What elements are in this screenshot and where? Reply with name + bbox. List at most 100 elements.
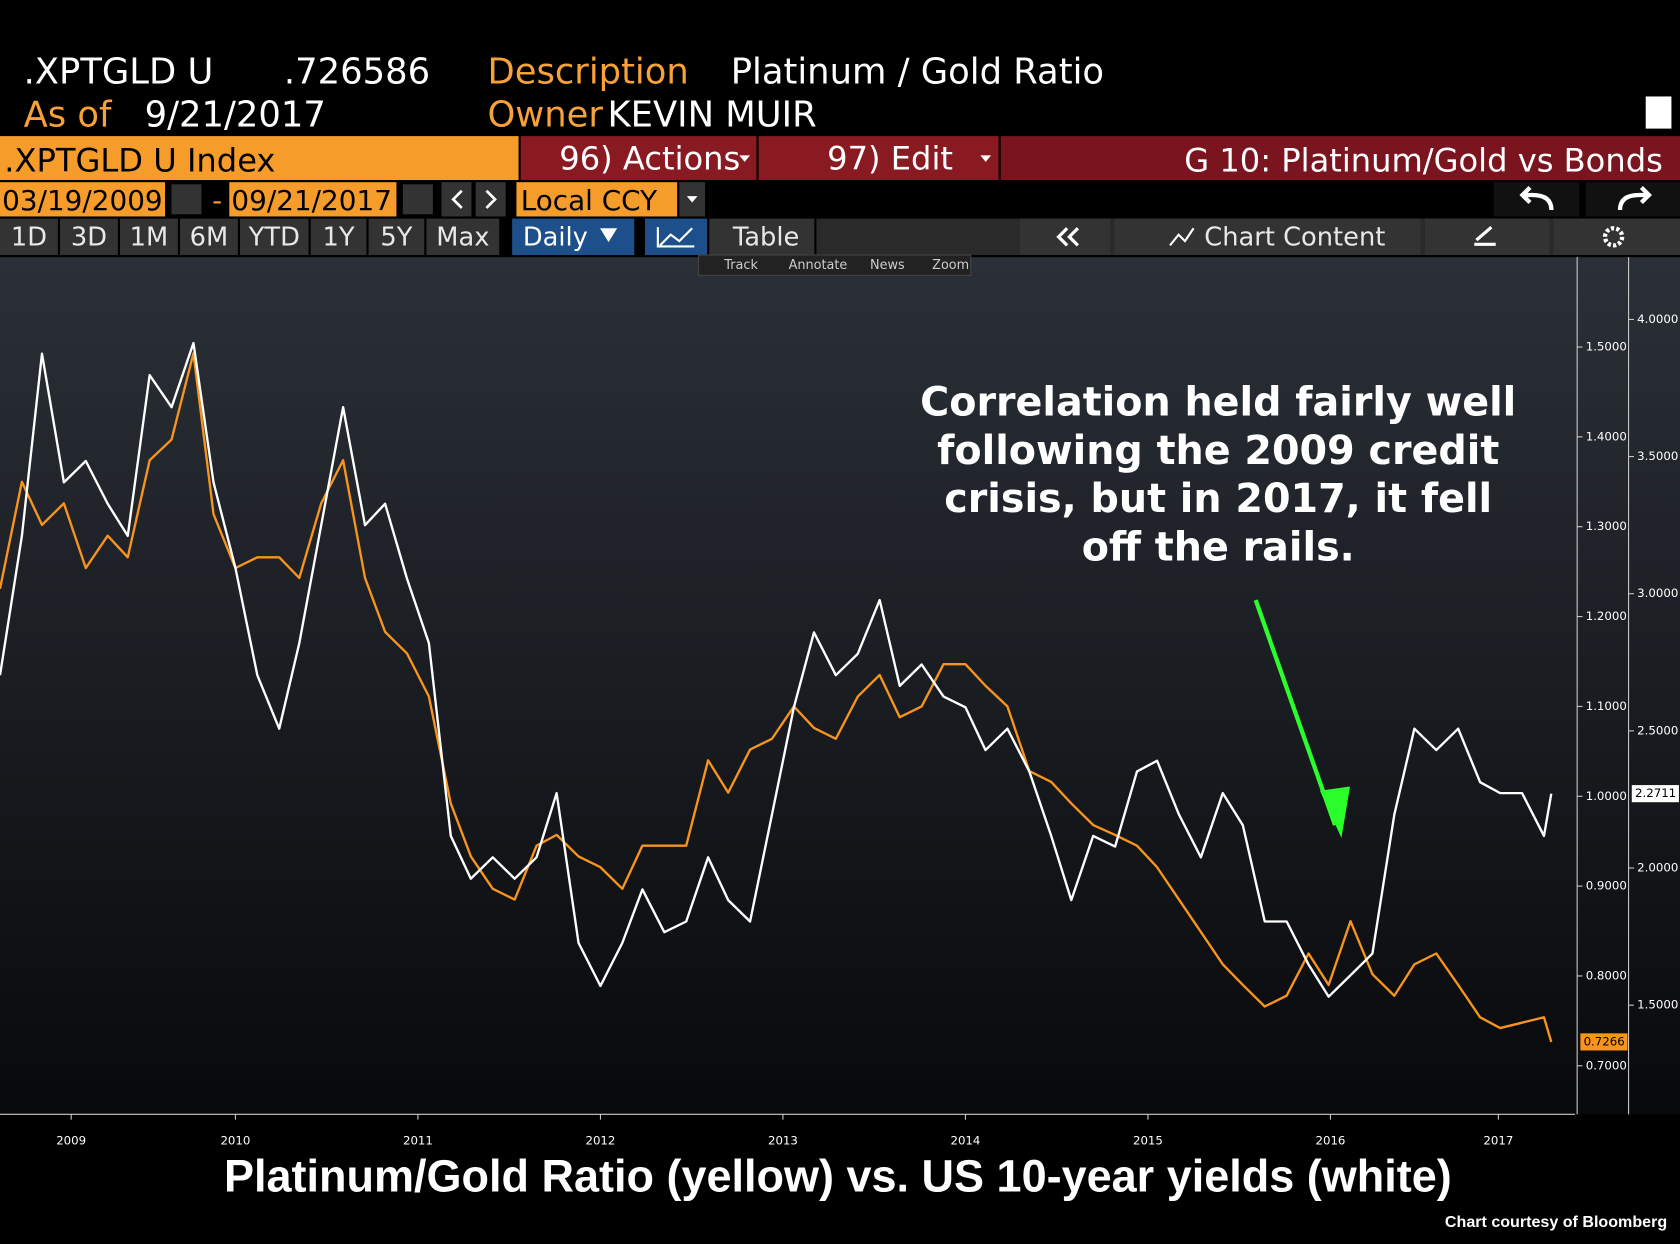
chart-view-button[interactable] — [645, 218, 708, 256]
y-tick-label: 0.9000 — [1586, 879, 1627, 893]
start-date-field[interactable] — [0, 182, 165, 217]
x-tick-label: 2015 — [1133, 1133, 1163, 1147]
period-button[interactable] — [240, 218, 309, 256]
chart-content-icon — [1169, 227, 1195, 247]
security-field[interactable] — [0, 136, 519, 181]
end-date: 09/21/2017 — [231, 184, 391, 217]
y2-tick-label: 2.0000 — [1637, 861, 1678, 875]
frequency: Daily — [523, 222, 588, 252]
y2-tick-label: 3.0000 — [1637, 586, 1678, 600]
annotation-line: off the rails. — [1082, 524, 1355, 570]
table-button[interactable] — [709, 218, 815, 256]
last-value-box — [1631, 785, 1679, 803]
period-button[interactable] — [426, 218, 500, 256]
chart-tool[interactable]: Zoom — [932, 258, 969, 273]
y-tick-label: 1.2000 — [1586, 609, 1627, 623]
period-label: Max — [436, 222, 489, 252]
edit: 97) Edit — [827, 139, 953, 177]
y-tick-label: 1.5000 — [1586, 340, 1627, 354]
end-date-field[interactable] — [229, 182, 397, 217]
chart-tool[interactable]: News — [870, 258, 905, 273]
redo-button[interactable] — [1585, 182, 1680, 217]
table: Table — [732, 222, 799, 252]
dropdown-arrow — [600, 228, 618, 243]
edit-button[interactable] — [758, 136, 999, 181]
collapse-icon — [1056, 227, 1079, 247]
ticker: .XPTGLD U — [24, 52, 214, 93]
frequency-button[interactable] — [512, 218, 635, 256]
chart-tool[interactable]: Track — [723, 258, 758, 273]
chart-tool[interactable]: Annotate — [789, 258, 848, 273]
price: .726586 — [284, 52, 430, 93]
series-line — [0, 341, 1553, 998]
x-tick-label: 2017 — [1483, 1133, 1513, 1147]
next-button[interactable] — [475, 182, 506, 217]
x-tick-label: 2011 — [403, 1133, 433, 1147]
undo-icon — [1519, 186, 1554, 211]
next-icon — [485, 189, 497, 209]
owner-label: Owner — [487, 94, 603, 135]
prev-icon — [451, 189, 463, 209]
export-icon[interactable] — [1645, 96, 1672, 129]
period-button[interactable] — [0, 218, 58, 256]
actions-button[interactable] — [520, 136, 757, 181]
settings-button[interactable] — [1553, 218, 1680, 256]
dropdown-arrow — [739, 155, 750, 162]
calendar-icon[interactable] — [402, 184, 433, 215]
x-tick-label: 2009 — [56, 1133, 86, 1147]
period-button[interactable] — [368, 218, 425, 256]
credit: Chart courtesy of Bloomberg — [1445, 1213, 1667, 1231]
y2-tick-label: 2.5000 — [1637, 723, 1678, 737]
description-label: Description — [487, 52, 688, 93]
description: Platinum / Gold Ratio — [731, 52, 1104, 93]
last-value-label: 2.2711 — [1635, 786, 1676, 800]
period-button[interactable] — [310, 218, 367, 256]
undo-button[interactable] — [1493, 182, 1580, 217]
edit-chart-button[interactable] — [1425, 218, 1550, 256]
last-value-box — [1580, 1033, 1628, 1051]
period-label: 1M — [130, 222, 169, 252]
y-tick-label: 1.3000 — [1586, 519, 1627, 533]
prev-button[interactable] — [441, 182, 472, 217]
collapse-button[interactable] — [1020, 218, 1110, 256]
chart: 0.7000 0.8000 0.9000 1.0000 1.1000 1.2000 1.30… — [0, 312, 1679, 1147]
y2-tick-label: 1.5000 — [1637, 998, 1678, 1012]
security: .XPTGLD U Index — [4, 141, 275, 179]
dropdown-arrow — [686, 196, 698, 203]
y-tick-label: 1.4000 — [1586, 429, 1627, 443]
period-buttons: 1D 3D 1M 6M YTD 1Y 5Y Max — [0, 218, 500, 256]
currency-field[interactable] — [516, 182, 678, 217]
y-tick-label: 1.1000 — [1586, 699, 1627, 713]
actions: 96) Actions — [559, 139, 740, 177]
period-label: 1D — [11, 222, 47, 252]
asof-date: 9/21/2017 — [145, 94, 326, 135]
period-button[interactable] — [120, 218, 178, 256]
chart-tools — [698, 254, 972, 276]
annotation-arrow — [1253, 599, 1338, 826]
chart-content-button[interactable] — [1114, 218, 1421, 256]
y2-tick-label: 3.5000 — [1637, 449, 1678, 463]
settings-icon — [1602, 226, 1625, 248]
chart-name-bar — [1000, 136, 1680, 181]
chart-content: Chart Content — [1204, 222, 1385, 252]
currency: Local CCY — [521, 184, 658, 217]
x-tick-label: 2010 — [220, 1133, 250, 1147]
period-button[interactable] — [180, 218, 238, 256]
y2-tick-label: 4.0000 — [1637, 312, 1678, 326]
period-button[interactable] — [60, 218, 118, 256]
calendar-icon[interactable] — [171, 184, 202, 215]
period-label: 6M — [190, 222, 229, 252]
chart-icon — [656, 227, 695, 248]
series-line — [0, 352, 1553, 1043]
x-tick-label: 2012 — [585, 1133, 615, 1147]
owner: KEVIN MUIR — [608, 94, 817, 135]
y-tick-label: 1.0000 — [1586, 789, 1627, 803]
period-label: 5Y — [380, 222, 412, 252]
caption: Platinum/Gold Ratio (yellow) vs. US 10-y… — [224, 1150, 1452, 1201]
period-label: YTD — [248, 222, 300, 252]
x-tick-label: 2013 — [768, 1133, 798, 1147]
asof-label: As of — [24, 94, 113, 135]
period-label: 3D — [71, 222, 107, 252]
